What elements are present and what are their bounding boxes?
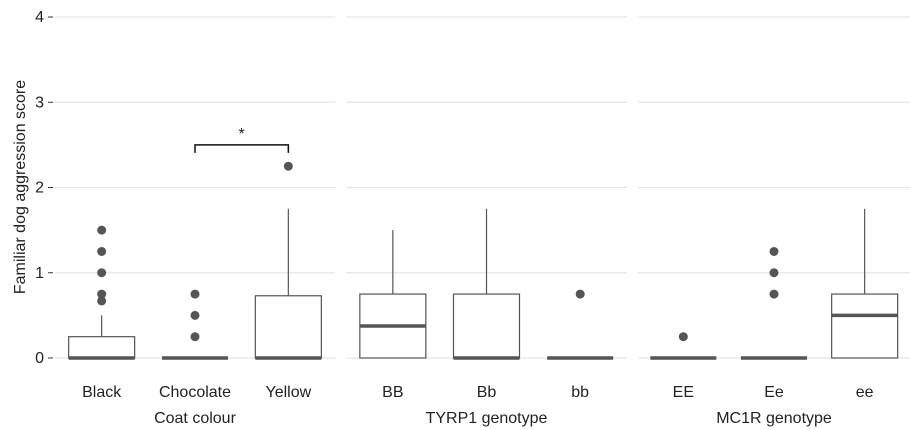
significance-label: * [239,126,245,143]
y-axis-title: Familiar dog aggression score [12,80,29,294]
x-axis-title: TYRP1 genotype [426,410,548,427]
outlier-point [769,246,779,256]
y-tick-label: 0 [35,350,44,367]
box [452,293,521,359]
outlier-point [97,268,107,278]
box [831,293,899,359]
outlier-point [769,268,779,278]
outlier-point [575,289,585,299]
x-tick-label: BB [382,384,403,401]
outlier-point [190,332,200,342]
outlier-point [97,296,107,306]
x-tick-label: Chocolate [159,384,231,401]
box [254,295,322,359]
x-tick-label: bb [571,384,589,401]
box [68,336,136,359]
x-tick-label: Black [82,384,122,401]
x-tick-label: Yellow [265,384,311,401]
outlier-point [678,332,688,342]
outlier-point [190,289,200,299]
panel-1: Black Chocolate Yellow Coat colour * [55,16,335,427]
outlier-point [97,225,107,235]
x-tick-label: EE [673,384,694,401]
panel-3: EE Ee ee MC1R genotype [638,16,910,427]
outlier-point [283,161,293,171]
y-tick-label: 3 [35,94,44,111]
y-axis: 0 1 2 3 4 [35,9,53,367]
outlier-point [97,246,107,256]
y-tick-label: 1 [35,265,44,282]
significance-bracket [194,144,290,153]
x-axis-title: MC1R genotype [716,410,832,427]
panels: Black Chocolate Yellow Coat colour * BB Bb bb TY… [55,16,910,427]
y-tick-label: 4 [35,9,44,26]
x-tick-label: Ee [764,384,784,401]
x-axis-title: Coat colour [154,410,236,427]
x-tick-label: Bb [477,384,497,401]
outlier-point [190,310,200,320]
y-tick-label: 2 [35,180,44,197]
panel-2: BB Bb bb TYRP1 genotype [346,16,627,427]
outlier-point [97,289,107,299]
x-tick-label: ee [856,384,874,401]
outlier-point [769,289,779,299]
